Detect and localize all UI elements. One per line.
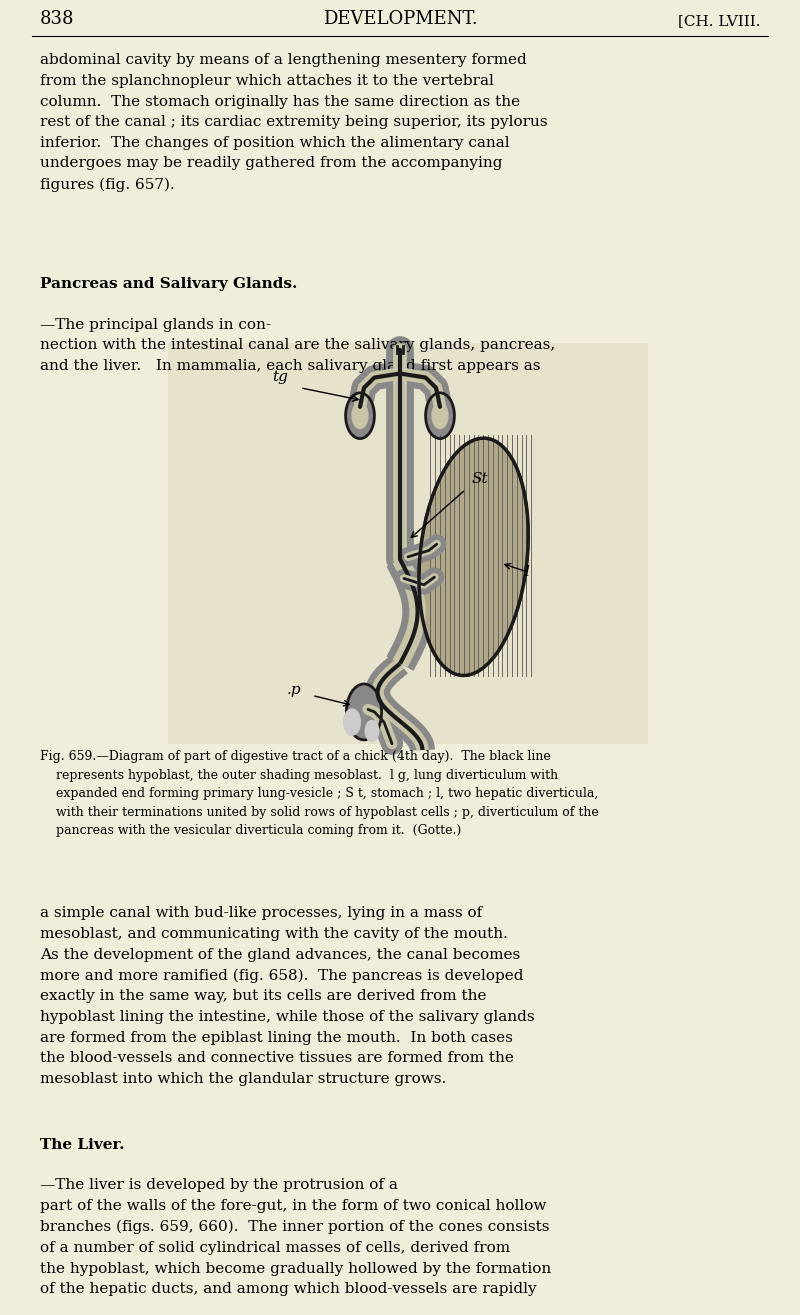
Text: St: St [472,472,489,487]
Text: Fig. 659.—Diagram of part of digestive tract of a chick (4th day).  The black li: Fig. 659.—Diagram of part of digestive t… [40,750,598,838]
Text: DEVELOPMENT.: DEVELOPMENT. [322,11,478,28]
Text: —The liver is developed by the protrusion of a
part of the walls of the fore-gut: —The liver is developed by the protrusio… [40,1178,551,1297]
Text: l: l [525,565,530,579]
Text: 838: 838 [40,11,74,28]
Circle shape [366,721,378,742]
FancyBboxPatch shape [168,343,648,744]
Circle shape [344,709,360,735]
Circle shape [346,684,382,740]
Circle shape [426,393,454,439]
Circle shape [346,393,374,439]
Text: —The principal glands in con-
nection with the intestinal canal are the salivary: —The principal glands in con- nection wi… [40,318,555,373]
Text: tg: tg [272,371,288,384]
Text: .p: .p [286,682,301,697]
Text: a simple canal with bud-like processes, lying in a mass of
mesoblast, and commun: a simple canal with bud-like processes, … [40,906,534,1086]
Text: The Liver.: The Liver. [40,1137,125,1152]
Text: [CH. LVIII.: [CH. LVIII. [678,14,760,28]
Circle shape [432,402,448,429]
Circle shape [352,402,368,429]
Ellipse shape [419,438,528,676]
Text: abdominal cavity by means of a lengthening mesentery formed
from the splanchnopl: abdominal cavity by means of a lengtheni… [40,54,548,192]
Text: Pancreas and Salivary Glands.: Pancreas and Salivary Glands. [40,277,298,291]
